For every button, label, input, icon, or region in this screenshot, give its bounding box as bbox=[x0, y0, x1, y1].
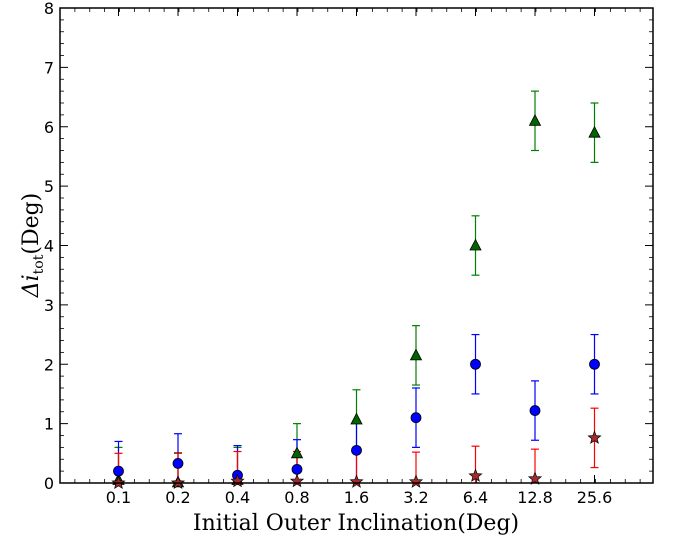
data-point-star bbox=[349, 474, 364, 488]
data-point-star bbox=[408, 474, 424, 488]
data-point-star bbox=[289, 473, 305, 488]
data-point-star bbox=[587, 430, 602, 444]
x-axis-title: Initial Outer Inclination(Deg) bbox=[193, 511, 519, 536]
tick-labels: 0 1 2 3 4 5 6 7 8 0.1 0.2 0.4 0.8 1.6 3.2 6.4 12.8 25.6 bbox=[44, 0, 613, 507]
y-axis-title-unit: (Deg) bbox=[19, 193, 44, 255]
y-tick-label: 0 bbox=[44, 474, 54, 493]
y-tick-label: 1 bbox=[44, 415, 54, 434]
y-tick-label: 4 bbox=[44, 237, 54, 256]
x-tick-label: 6.4 bbox=[463, 488, 488, 507]
y-tick-label: 5 bbox=[44, 177, 54, 196]
x-tick-label: 0.2 bbox=[165, 488, 190, 507]
data-point-triangle bbox=[588, 125, 601, 138]
x-tick-label: 3.2 bbox=[403, 488, 428, 507]
data-point-star bbox=[468, 468, 483, 482]
data-point-circle bbox=[589, 358, 600, 370]
data-point-star bbox=[230, 473, 245, 488]
data-point-circle bbox=[113, 465, 124, 477]
data-point-triangle bbox=[409, 348, 423, 361]
y-axis-title-main: Δi bbox=[19, 274, 44, 298]
y-tick-label: 7 bbox=[44, 58, 54, 77]
data-point-circle bbox=[470, 358, 481, 370]
y-tick-label: 8 bbox=[44, 0, 54, 18]
x-tick-label: 1.6 bbox=[344, 488, 369, 507]
plot-marks bbox=[111, 90, 602, 490]
data-point-triangle bbox=[290, 446, 304, 459]
data-point-circle bbox=[410, 412, 422, 424]
data-point-circle bbox=[291, 463, 303, 475]
plot-frame bbox=[59, 7, 654, 484]
y-tick-label: 3 bbox=[44, 296, 54, 315]
x-tick-label: 12.8 bbox=[517, 488, 553, 507]
x-tick-label: 0.8 bbox=[284, 488, 309, 507]
data-point-triangle bbox=[350, 412, 363, 425]
y-tick-label: 2 bbox=[44, 355, 54, 374]
data-point-circle bbox=[529, 405, 541, 416]
data-point-triangle bbox=[528, 113, 542, 126]
y-axis-title: Δitot(Deg) bbox=[19, 193, 47, 299]
data-point-circle bbox=[172, 458, 184, 469]
x-tick-label: 25.6 bbox=[577, 488, 613, 507]
y-tick-label: 6 bbox=[44, 118, 54, 137]
data-point-star bbox=[527, 471, 543, 485]
x-tick-label: 0.1 bbox=[106, 488, 131, 507]
data-point-circle bbox=[351, 444, 362, 456]
x-tick-label: 0.4 bbox=[225, 488, 250, 507]
y-axis-title-sub: tot bbox=[31, 254, 47, 274]
data-point-triangle bbox=[469, 238, 482, 251]
